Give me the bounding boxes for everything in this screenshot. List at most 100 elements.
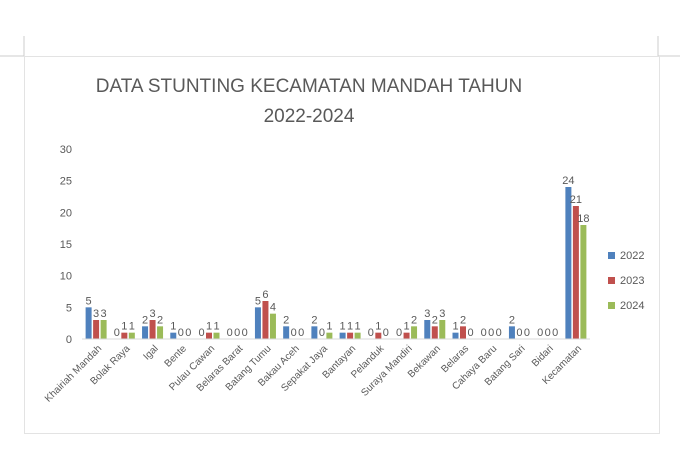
value-label: 2 [157,314,163,326]
value-label: 0 [496,327,502,339]
value-label: 1 [121,321,127,333]
y-tick-label: 5 [66,302,72,314]
chart-frame [24,56,660,434]
value-label: 5 [255,295,261,307]
value-label: 0 [552,327,558,339]
x-tick-label: Igal [141,343,160,362]
legend-label: 2022 [620,250,644,262]
bar-2023 [572,206,579,339]
bar-2023 [460,326,466,339]
value-label: 5 [86,295,92,307]
value-label: 0 [185,327,191,339]
value-label: 0 [298,327,304,339]
bar-2022 [424,320,431,339]
value-label: 24 [562,175,574,187]
bar-series [85,187,587,339]
value-label: 0 [524,327,530,339]
value-label: 0 [488,327,494,339]
value-label: 2 [411,314,417,326]
value-label: 0 [234,327,240,339]
bar-2022 [565,187,572,339]
value-label: 1 [375,321,381,333]
value-label: 0 [537,327,543,339]
y-tick-label: 30 [60,144,72,156]
value-label: 0 [114,327,120,339]
y-tick-label: 10 [60,271,72,283]
bar-2024 [580,225,587,339]
legend-label: 2024 [620,300,644,312]
value-label: 1 [452,321,458,333]
value-label: 0 [545,327,551,339]
bar-2023 [93,320,100,339]
bar-2024 [411,326,418,339]
value-label: 1 [403,321,409,333]
bar-2022 [508,326,515,339]
y-axis-ticks: 0 5 10 15 20 25 30 [60,144,72,346]
bar-2023 [262,301,269,339]
bar-2023 [403,332,410,339]
value-label: 3 [93,308,99,320]
bar-2022 [452,332,459,339]
value-label: 4 [270,302,276,314]
bar-2022 [339,332,346,339]
value-label: 6 [262,289,268,301]
value-label: 1 [355,321,361,333]
value-label: 0 [319,327,325,339]
bar-2022 [283,326,290,339]
value-label: 3 [424,308,430,320]
y-tick-label: 20 [60,207,72,219]
value-label: 1 [129,321,135,333]
chart-title: DATA STUNTING KECAMATAN MANDAH TAHUN 202… [95,76,523,127]
bar-2022 [85,307,92,339]
value-label: 0 [383,327,389,339]
value-label: 0 [368,327,374,339]
value-label: 1 [206,321,212,333]
y-tick-label: 15 [60,239,72,251]
bar-2024 [100,320,107,339]
bar-2022 [254,307,261,339]
value-label: 2 [509,314,515,326]
legend-swatch-2022 [608,252,615,259]
y-tick-label: 25 [60,176,72,188]
bar-2024 [354,332,361,339]
value-label: 0 [227,327,233,339]
value-label: 1 [170,321,176,333]
bar-2023 [431,326,438,339]
value-label: 3 [101,308,107,320]
bar-2024 [326,332,333,339]
bar-2024 [269,313,276,339]
value-label: 18 [577,213,589,225]
value-label: 0 [198,327,204,339]
legend-swatch-2024 [608,302,615,309]
bar-2024 [439,320,446,339]
value-label: 0 [481,327,487,339]
value-label: 2 [432,314,438,326]
bar-2022 [170,332,177,339]
value-label: 0 [242,327,248,339]
value-label: 1 [340,321,346,333]
value-label: 0 [467,327,473,339]
value-label: 2 [142,314,148,326]
legend-swatch-2023 [608,277,615,284]
bar-2024 [128,332,135,339]
value-label: 1 [347,321,353,333]
bar-2023 [149,320,156,339]
legend-label: 2023 [620,275,644,287]
value-label: 0 [291,327,297,339]
value-label: 1 [326,321,332,333]
value-label: 2 [311,314,317,326]
value-label: 3 [149,308,155,320]
value-label: 2 [283,314,289,326]
bar-2024 [213,332,220,339]
value-label: 1 [213,321,219,333]
bar-2023 [121,332,128,339]
bar-2024 [157,326,164,339]
value-label: 21 [570,194,582,206]
bar-2022 [142,326,149,339]
bar-2023 [375,332,382,339]
x-tick-label: Bente [163,343,190,370]
bar-2023 [206,332,212,339]
